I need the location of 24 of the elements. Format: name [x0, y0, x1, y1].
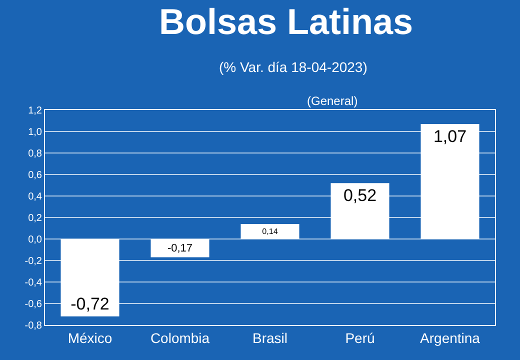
data-label: 0,14 — [262, 227, 278, 236]
x-tick-label: Brasil — [252, 330, 288, 346]
y-tick-label: -0,6 — [24, 299, 42, 310]
data-label: -0,72 — [70, 294, 110, 314]
y-tick-label: 0,0 — [28, 234, 42, 246]
x-tick-label: Argentina — [420, 330, 480, 346]
y-tick-label: 1,0 — [28, 127, 42, 138]
data-label: -0,17 — [167, 242, 193, 255]
x-tick-label: Perú — [345, 330, 375, 346]
y-tick-label: -0,2 — [24, 256, 42, 267]
chart-title: Bolsas Latinas — [158, 1, 414, 42]
y-tick-label: 1,2 — [28, 106, 42, 116]
x-tick-label: Colombia — [150, 330, 210, 346]
x-tick-label: México — [68, 330, 112, 346]
y-tick-label: -0,8 — [24, 320, 42, 332]
data-label: 0,52 — [343, 186, 377, 206]
y-tick-label: -0,4 — [24, 278, 42, 288]
y-tick-label: 0,4 — [28, 192, 42, 202]
y-tick-label: 0,8 — [28, 148, 42, 160]
data-label: 1,07 — [433, 126, 467, 146]
y-tick-label: 0,6 — [28, 170, 42, 181]
text: (General) — [307, 94, 358, 108]
y-tick-label: 0,2 — [28, 213, 42, 224]
chart-subtitle: (% Var. día 18-04-2023) — [219, 59, 368, 75]
